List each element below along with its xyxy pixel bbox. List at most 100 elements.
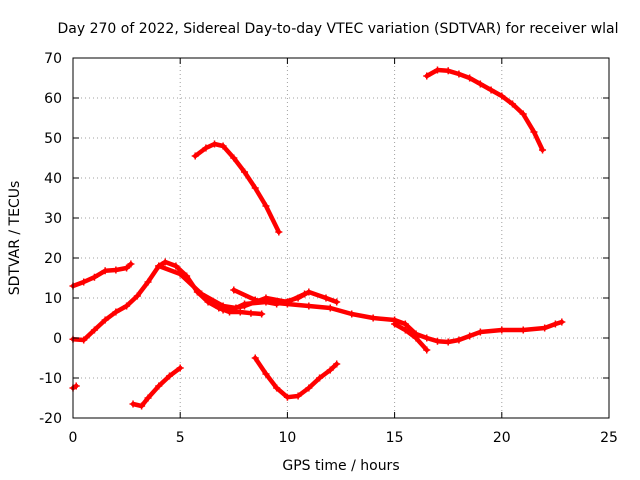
data-point <box>101 267 109 275</box>
data-point <box>112 266 120 274</box>
x-tick-label: 25 <box>600 430 618 446</box>
data-point <box>444 338 452 346</box>
plot-frame <box>72 57 610 419</box>
data-point <box>251 184 259 192</box>
y-tick-label: 70 <box>44 51 62 67</box>
data-point <box>80 278 88 286</box>
data-point <box>558 318 566 326</box>
data-point <box>466 74 474 82</box>
series-arc-5 <box>219 290 309 314</box>
data-point <box>316 374 324 382</box>
data-point <box>241 168 249 176</box>
data-point <box>202 144 210 152</box>
data-point <box>138 402 146 410</box>
y-axis-label: SDTVAR / TECUs <box>7 181 23 296</box>
y-tick-label: 20 <box>44 251 62 267</box>
data-point <box>219 306 227 314</box>
series-arc-10 <box>129 364 184 410</box>
data-point <box>498 326 506 334</box>
data-point <box>80 336 88 344</box>
data-point <box>305 288 313 296</box>
y-tick-label: 0 <box>53 331 62 347</box>
data-point <box>90 273 98 281</box>
data-point <box>369 314 377 322</box>
grid-lines <box>73 58 609 418</box>
y-tick-label: 60 <box>44 91 62 107</box>
data-point <box>487 86 495 94</box>
data-point <box>283 393 291 401</box>
data-point <box>401 326 409 334</box>
x-tick-label: 20 <box>493 430 511 446</box>
series-line <box>392 321 430 353</box>
series-arc-8 <box>423 66 547 154</box>
data-point <box>333 360 341 368</box>
data-point <box>241 302 249 310</box>
data-point <box>539 146 547 154</box>
x-tick-label: 5 <box>176 430 185 446</box>
data-point <box>455 70 463 78</box>
data-point <box>423 72 431 80</box>
data-point <box>273 384 281 392</box>
data-point <box>401 320 409 328</box>
y-tick-label: -20 <box>39 411 62 427</box>
data-point <box>155 382 163 390</box>
data-point <box>144 278 152 286</box>
data-point <box>466 332 474 340</box>
data-point <box>275 228 283 236</box>
data-point <box>90 326 98 334</box>
data-point <box>305 302 313 310</box>
data-point <box>326 304 334 312</box>
data-point <box>198 290 206 298</box>
data-point <box>498 92 506 100</box>
data-point <box>101 316 109 324</box>
data-point <box>258 310 266 318</box>
data-point <box>476 328 484 336</box>
data-series <box>69 66 566 410</box>
data-point <box>476 80 484 88</box>
chart-title: Day 270 of 2022, Sidereal Day-to-day VTE… <box>57 21 618 37</box>
y-tick-label: 40 <box>44 171 62 187</box>
data-point <box>129 400 137 408</box>
series-arc-6 <box>391 320 431 354</box>
data-point <box>433 66 441 74</box>
data-point <box>127 260 135 268</box>
data-point <box>519 326 527 334</box>
data-point <box>541 324 549 332</box>
data-point <box>176 270 184 278</box>
data-point <box>112 308 120 316</box>
data-point <box>305 384 313 392</box>
data-point <box>72 382 80 390</box>
data-point <box>165 372 173 380</box>
data-point <box>348 310 356 318</box>
data-point <box>433 337 441 345</box>
data-point <box>123 302 131 310</box>
data-point <box>333 298 341 306</box>
y-tick-label: 30 <box>44 211 62 227</box>
data-point <box>161 258 169 266</box>
data-point <box>283 298 291 306</box>
x-tick-label: 0 <box>69 430 78 446</box>
data-point <box>251 354 259 362</box>
data-point <box>322 294 330 302</box>
data-point <box>519 110 527 118</box>
data-point <box>262 294 270 302</box>
data-point <box>211 140 219 148</box>
x-axis-label: GPS time / hours <box>282 458 399 474</box>
data-point <box>176 364 184 372</box>
data-point <box>191 152 199 160</box>
data-point <box>236 308 244 316</box>
x-tick-label: 10 <box>278 430 296 446</box>
y-tick-label: 50 <box>44 131 62 147</box>
data-point <box>133 292 141 300</box>
series-arc-7 <box>191 140 283 236</box>
data-point <box>144 394 152 402</box>
data-point <box>301 290 309 298</box>
data-point <box>247 309 255 317</box>
data-point <box>530 128 538 136</box>
data-point <box>219 142 227 150</box>
data-point <box>551 320 559 328</box>
data-point <box>455 336 463 344</box>
data-point <box>423 346 431 354</box>
